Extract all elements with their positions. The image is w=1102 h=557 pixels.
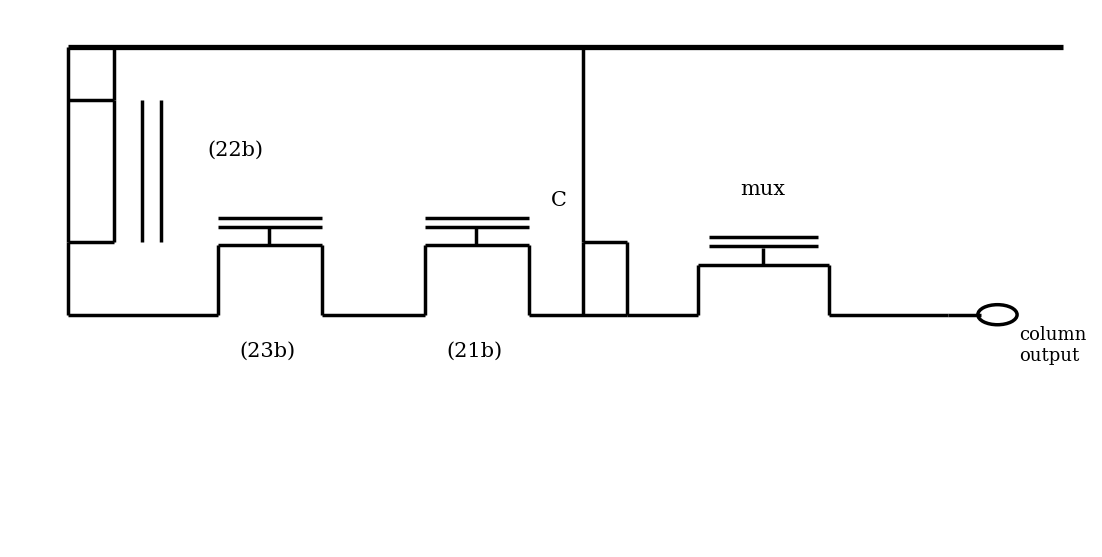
- Text: column
output: column output: [1019, 326, 1087, 365]
- Text: (23b): (23b): [239, 341, 295, 360]
- Text: C: C: [551, 191, 566, 210]
- Text: (21b): (21b): [446, 341, 503, 360]
- Text: mux: mux: [741, 180, 786, 199]
- Text: (22b): (22b): [207, 141, 263, 160]
